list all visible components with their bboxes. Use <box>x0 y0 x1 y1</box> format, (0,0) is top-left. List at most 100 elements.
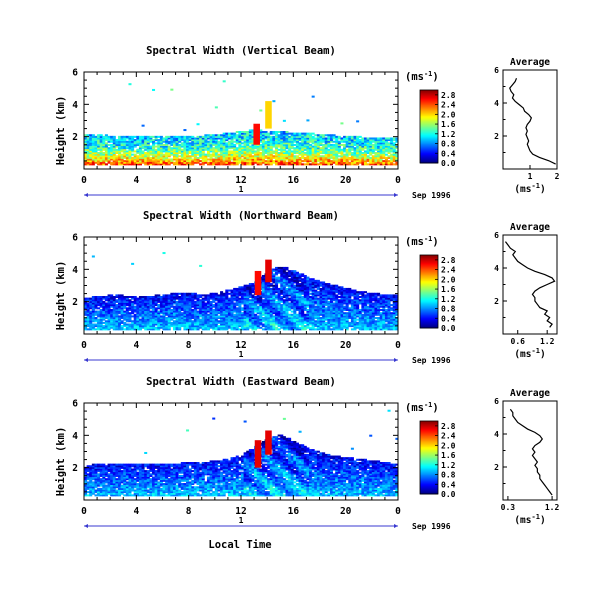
heat-cell <box>128 305 132 308</box>
heat-cell <box>298 286 302 289</box>
heat-cell <box>335 287 339 290</box>
heat-cell <box>256 161 260 164</box>
heat-cell <box>353 320 357 323</box>
heat-cell <box>170 150 174 153</box>
heat-cell <box>118 150 122 153</box>
heat-cell <box>298 139 302 142</box>
heat-cell <box>285 328 289 331</box>
heat-cell <box>319 294 323 297</box>
heat-cell <box>246 140 250 143</box>
heat-cell <box>392 323 396 326</box>
heat-cell <box>272 284 276 287</box>
heat-cell <box>112 158 116 161</box>
heat-cell <box>251 284 255 287</box>
heat-cell <box>280 276 284 279</box>
heat-cell <box>222 320 226 323</box>
heat-cell <box>222 147 226 150</box>
heat-cell <box>220 307 224 310</box>
heat-cell <box>175 292 179 295</box>
heat-cell <box>277 292 281 295</box>
heat-cell <box>141 308 145 311</box>
heat-cell <box>301 156 305 159</box>
heat-cell <box>269 305 273 308</box>
heat-cell <box>123 152 127 155</box>
heat-cell <box>374 305 378 308</box>
heat-cell <box>204 161 208 164</box>
heat-cell <box>374 294 378 297</box>
heat-cell <box>209 320 213 323</box>
heat-cell <box>337 140 341 143</box>
heat-cell <box>167 325 171 328</box>
heat-cell <box>316 299 320 302</box>
heat-cell <box>123 139 127 142</box>
heat-cell <box>94 313 98 316</box>
heat-cell <box>361 299 365 302</box>
heat-cell <box>363 304 367 307</box>
heat-cell <box>235 308 239 311</box>
heat-cell <box>311 283 315 286</box>
heat-cell <box>152 152 156 155</box>
heat-cell <box>199 320 203 323</box>
heat-cell <box>384 312 388 315</box>
heat-cell <box>301 135 305 138</box>
heat-cell <box>259 153 263 156</box>
heat-cell <box>392 147 396 150</box>
heat-cell <box>201 321 205 324</box>
heat-cell <box>91 155 95 158</box>
heat-cell <box>154 145 158 148</box>
heat-cell <box>261 287 265 290</box>
heat-cell <box>314 299 318 302</box>
heat-cell <box>128 135 132 138</box>
heat-cell <box>118 145 122 148</box>
heat-cell <box>243 286 247 289</box>
heat-cell <box>269 132 273 135</box>
heat-cell <box>324 312 328 315</box>
heat-cell <box>259 312 263 315</box>
heat-cell <box>343 325 347 328</box>
heat-cell <box>104 317 108 320</box>
heat-cell <box>241 139 245 142</box>
heat-cell <box>350 323 354 326</box>
heat-cell <box>238 318 242 321</box>
heat-cell <box>382 315 386 318</box>
heat-cell <box>358 312 362 315</box>
heat-cell <box>183 310 187 313</box>
heat-cell <box>392 150 396 153</box>
heat-cell <box>329 140 333 143</box>
heat-cell <box>337 321 341 324</box>
heat-cell <box>225 152 229 155</box>
heat-cell <box>251 294 255 297</box>
heat-cell <box>366 155 370 158</box>
heat-cell <box>227 300 231 303</box>
heat-cell <box>123 305 127 308</box>
heat-cell <box>206 305 210 308</box>
heat-cell <box>363 160 367 163</box>
heat-cell <box>275 279 279 282</box>
heat-cell <box>390 150 394 153</box>
heat-cell <box>382 143 386 146</box>
heat-cell <box>303 304 307 307</box>
heat-cell <box>146 145 150 148</box>
heat-cell <box>188 142 192 145</box>
heat-cell <box>345 150 349 153</box>
heat-cell <box>277 276 281 279</box>
heat-cell <box>340 163 344 166</box>
heat-cell <box>348 142 352 145</box>
heat-cell <box>217 299 221 302</box>
heat-cell <box>327 286 331 289</box>
heat-cell <box>180 137 184 140</box>
heat-cell <box>277 270 281 273</box>
heat-cell <box>392 304 396 307</box>
heat-cell <box>314 140 318 143</box>
heat-cell <box>206 140 210 143</box>
heat-cell <box>282 278 286 281</box>
heat-cell <box>180 145 184 148</box>
heat-cell <box>280 142 284 145</box>
heat-cell <box>343 153 347 156</box>
heat-cell <box>154 317 158 320</box>
heat-cell <box>251 323 255 326</box>
heat-cell <box>392 296 396 299</box>
heat-cell <box>379 308 383 311</box>
heat-cell <box>89 134 93 137</box>
heat-cell <box>248 284 252 287</box>
